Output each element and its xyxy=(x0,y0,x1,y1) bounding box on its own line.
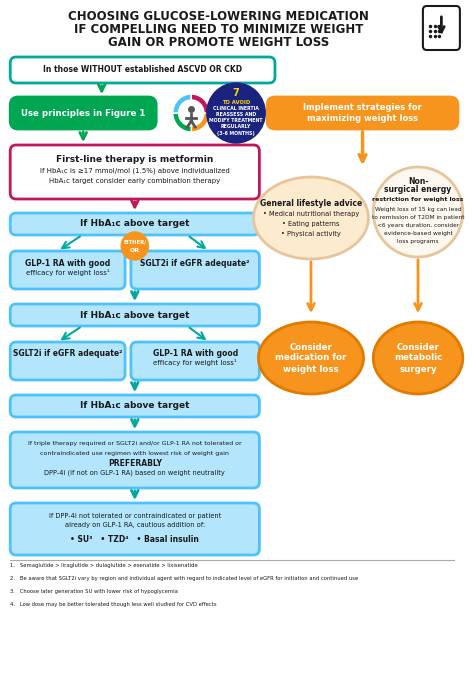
Text: • Eating patterns: • Eating patterns xyxy=(282,221,340,227)
FancyBboxPatch shape xyxy=(10,213,259,235)
Text: efficacy for weight loss¹: efficacy for weight loss¹ xyxy=(153,360,237,367)
Text: REASSESS AND: REASSESS AND xyxy=(216,112,256,118)
Text: restriction for weight loss: restriction for weight loss xyxy=(373,197,464,201)
Text: Weight loss of 15 kg can lead: Weight loss of 15 kg can lead xyxy=(375,207,461,211)
Text: GAIN OR PROMOTE WEIGHT LOSS: GAIN OR PROMOTE WEIGHT LOSS xyxy=(108,36,329,49)
FancyBboxPatch shape xyxy=(10,503,259,555)
Text: Consider: Consider xyxy=(397,343,439,352)
Wedge shape xyxy=(173,113,191,132)
Text: If HbA₁c is ≥17 mmol/mol (1.5%) above individualized: If HbA₁c is ≥17 mmol/mol (1.5%) above in… xyxy=(40,168,230,174)
Ellipse shape xyxy=(254,177,368,259)
Text: 7: 7 xyxy=(233,88,239,98)
Text: In those WITHOUT established ASCVD OR CKD: In those WITHOUT established ASCVD OR CK… xyxy=(43,65,242,75)
Text: • Physical activity: • Physical activity xyxy=(281,231,341,237)
Text: contraindicated use regimen with lowest risk of weight gain: contraindicated use regimen with lowest … xyxy=(40,450,229,456)
Text: surgery: surgery xyxy=(399,364,437,373)
Text: 3.   Choose later generation SU with lower risk of hypoglycemia: 3. Choose later generation SU with lower… xyxy=(10,589,178,594)
Ellipse shape xyxy=(373,167,463,257)
Text: PREFERABLY: PREFERABLY xyxy=(108,458,162,468)
Text: If triple therapy required or SGLT2i and/or GLP-1 RA not tolerated or: If triple therapy required or SGLT2i and… xyxy=(28,441,242,447)
Text: If HbA₁c above target: If HbA₁c above target xyxy=(80,311,190,320)
FancyBboxPatch shape xyxy=(10,145,259,199)
FancyBboxPatch shape xyxy=(267,97,458,129)
Text: SGLT2i if eGFR adequate²: SGLT2i if eGFR adequate² xyxy=(13,350,122,358)
Text: HbA₁c target consider early combination therapy: HbA₁c target consider early combination … xyxy=(49,178,220,184)
Text: CHOOSING GLUCOSE-LOWERING MEDICATION: CHOOSING GLUCOSE-LOWERING MEDICATION xyxy=(68,10,369,23)
Text: surgical energy: surgical energy xyxy=(384,186,452,194)
FancyBboxPatch shape xyxy=(10,97,156,129)
FancyBboxPatch shape xyxy=(10,432,259,488)
Circle shape xyxy=(121,232,148,260)
FancyBboxPatch shape xyxy=(10,395,259,417)
Circle shape xyxy=(207,83,265,143)
FancyBboxPatch shape xyxy=(10,342,125,380)
Text: If DPP-4i not tolerated or contraindicated or patient: If DPP-4i not tolerated or contraindicat… xyxy=(49,513,221,519)
FancyBboxPatch shape xyxy=(131,251,259,289)
Text: weight loss: weight loss xyxy=(283,364,339,373)
FancyBboxPatch shape xyxy=(10,304,259,326)
Text: If HbA₁c above target: If HbA₁c above target xyxy=(80,401,190,411)
Text: First-line therapy is metformin: First-line therapy is metformin xyxy=(56,154,213,163)
Text: 1.   Semaglutide > liraglutide > dulaglutide > exenatide > lixisenatide: 1. Semaglutide > liraglutide > dulagluti… xyxy=(10,563,198,568)
Text: • SU³   • TZD⁴   • Basal insulin: • SU³ • TZD⁴ • Basal insulin xyxy=(70,534,199,543)
FancyBboxPatch shape xyxy=(10,251,125,289)
Text: efficacy for weight loss¹: efficacy for weight loss¹ xyxy=(26,269,109,275)
Wedge shape xyxy=(173,94,191,113)
Text: loss programs: loss programs xyxy=(397,239,439,243)
Text: EITHER/: EITHER/ xyxy=(123,239,146,245)
Text: GLP-1 RA with good: GLP-1 RA with good xyxy=(25,258,110,267)
Text: MODIFY TREATMENT: MODIFY TREATMENT xyxy=(210,118,263,124)
Text: If HbA₁c above target: If HbA₁c above target xyxy=(80,220,190,228)
Text: <6 years duration, consider: <6 years duration, consider xyxy=(377,222,459,228)
Text: metabolic: metabolic xyxy=(394,354,442,362)
Text: OR: OR xyxy=(130,248,140,252)
Text: TO AVOID: TO AVOID xyxy=(222,99,250,105)
Circle shape xyxy=(179,100,204,126)
Text: GLP-1 RA with good: GLP-1 RA with good xyxy=(153,350,238,358)
Text: IF COMPELLING NEED TO MINIMIZE WEIGHT: IF COMPELLING NEED TO MINIMIZE WEIGHT xyxy=(74,23,363,36)
Text: already on GLP-1 RA, cautious addition of:: already on GLP-1 RA, cautious addition o… xyxy=(65,522,205,528)
Text: evidence-based weight: evidence-based weight xyxy=(383,231,452,235)
FancyBboxPatch shape xyxy=(131,342,259,380)
Wedge shape xyxy=(191,113,210,132)
Text: General lifestyle advice: General lifestyle advice xyxy=(260,199,362,207)
FancyBboxPatch shape xyxy=(423,6,460,50)
Text: Consider: Consider xyxy=(290,343,332,352)
Text: Implement strategies for
maximizing weight loss: Implement strategies for maximizing weig… xyxy=(303,103,422,123)
Text: Use principles in Figure 1: Use principles in Figure 1 xyxy=(21,109,146,118)
Text: (3-6 MONTHS): (3-6 MONTHS) xyxy=(217,131,255,135)
Text: • Medical nutritional therapy: • Medical nutritional therapy xyxy=(263,211,359,217)
FancyBboxPatch shape xyxy=(10,57,275,83)
Wedge shape xyxy=(191,94,210,113)
Text: to remission of T2DM in patient: to remission of T2DM in patient xyxy=(372,214,464,220)
Ellipse shape xyxy=(373,322,463,394)
Text: Non-: Non- xyxy=(408,177,428,186)
Text: REGULARLY: REGULARLY xyxy=(221,124,251,129)
Text: CLINICAL INERTIA: CLINICAL INERTIA xyxy=(213,107,259,112)
Text: DPP-4i (if not on GLP-1 RA) based on weight neutrality: DPP-4i (if not on GLP-1 RA) based on wei… xyxy=(45,470,225,476)
Text: 4.   Low dose may be better tolerated though less well studied for CVD effects: 4. Low dose may be better tolerated thou… xyxy=(10,602,217,607)
Ellipse shape xyxy=(258,322,364,394)
Text: 2.   Be aware that SGLT2i vary by region and individual agent with regard to ind: 2. Be aware that SGLT2i vary by region a… xyxy=(10,576,358,581)
Text: SGLT2i if eGFR adequate²: SGLT2i if eGFR adequate² xyxy=(140,258,250,267)
Text: medication for: medication for xyxy=(275,354,346,362)
